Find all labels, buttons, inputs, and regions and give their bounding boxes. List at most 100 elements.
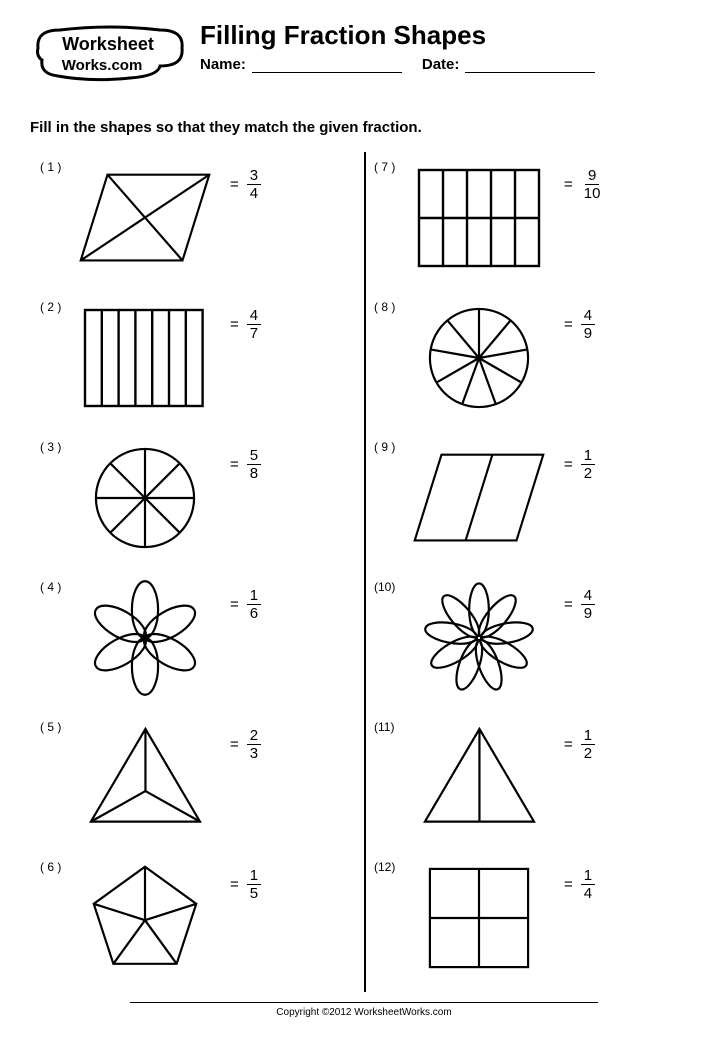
- fraction: 49: [581, 308, 595, 341]
- shape-square4: [404, 858, 554, 978]
- fraction-equation: = 49: [564, 578, 595, 621]
- fraction: 16: [247, 588, 261, 621]
- instructions: Fill in the shapes so that they match th…: [30, 119, 698, 136]
- date-blank[interactable]: [465, 55, 595, 73]
- shape-circle8: [70, 438, 220, 558]
- logo: Worksheet Works.com: [30, 20, 190, 105]
- problem: ( 6 ) =15: [30, 852, 364, 992]
- problem-number: (11): [374, 718, 404, 734]
- problem: (12)=14: [364, 852, 698, 992]
- right-column: ( 7 )=910( 8 )=49( 9 )=12(10)=49(11)=12(…: [364, 152, 698, 992]
- shape-circle9: [404, 298, 554, 418]
- worksheet-page: Worksheet Works.com Filling Fraction Sha…: [0, 0, 728, 1038]
- header: Worksheet Works.com Filling Fraction Sha…: [30, 20, 698, 105]
- denominator: 10: [581, 185, 604, 201]
- problem-number: ( 7 ): [374, 158, 404, 174]
- fraction-equation: = 12: [564, 438, 595, 481]
- shape-rect7: [70, 298, 220, 418]
- problems-grid: ( 1 )=34( 2 )=47( 3 )=58( 4 )=16( 5 )=23…: [30, 152, 698, 992]
- problem: (11) = 12: [364, 712, 698, 852]
- problem: ( 7 ) = 910: [364, 152, 698, 292]
- fraction: 34: [247, 168, 261, 201]
- shape-flower9: [404, 578, 554, 698]
- fraction-equation: = 12: [564, 718, 595, 761]
- fraction-equation: = 23: [230, 718, 261, 761]
- date-label: Date:: [422, 56, 460, 73]
- shape-rhombus4: [70, 158, 220, 278]
- problem-number: ( 8 ): [374, 298, 404, 314]
- fraction: 910: [581, 168, 604, 201]
- denominator: 3: [247, 745, 261, 761]
- numerator: 1: [581, 728, 595, 745]
- page-title: Filling Fraction Shapes: [200, 20, 698, 51]
- fraction-equation: =49: [564, 298, 595, 341]
- name-date-row: Name: Date:: [200, 55, 698, 73]
- fraction: 58: [247, 448, 261, 481]
- fraction: 47: [247, 308, 261, 341]
- denominator: 6: [247, 605, 261, 621]
- fraction-equation: = 34: [230, 158, 261, 201]
- fraction: 49: [581, 588, 595, 621]
- numerator: 4: [581, 308, 595, 325]
- problem-number: ( 2 ): [40, 298, 70, 314]
- equals-sign: =: [230, 876, 239, 893]
- problem: ( 5 ) = 23: [30, 712, 364, 852]
- numerator: 4: [247, 308, 261, 325]
- shape-tri3: [70, 718, 220, 838]
- logo-text-top: Worksheet: [62, 34, 154, 54]
- footer-copyright: Copyright ©2012 WorksheetWorks.com: [130, 1002, 598, 1018]
- fraction-equation: = 58: [230, 438, 261, 481]
- problem-number: ( 4 ): [40, 578, 70, 594]
- name-blank[interactable]: [252, 55, 402, 73]
- numerator: 1: [247, 588, 261, 605]
- equals-sign: =: [230, 456, 239, 473]
- left-column: ( 1 )=34( 2 )=47( 3 )=58( 4 )=16( 5 )=23…: [30, 152, 364, 992]
- problem-number: ( 5 ): [40, 718, 70, 734]
- name-label: Name:: [200, 56, 246, 73]
- denominator: 9: [581, 605, 595, 621]
- problem: ( 8 ) =49: [364, 292, 698, 432]
- fraction-equation: = 16: [230, 578, 261, 621]
- name-field: Name:: [200, 55, 402, 73]
- problem: ( 1 )=34: [30, 152, 364, 292]
- equals-sign: =: [564, 456, 573, 473]
- shape-pent5: [70, 858, 220, 978]
- numerator: 3: [247, 168, 261, 185]
- numerator: 5: [247, 448, 261, 465]
- equals-sign: =: [564, 596, 573, 613]
- logo-text-bottom: Works.com: [62, 57, 143, 74]
- problem: ( 3 )=58: [30, 432, 364, 572]
- problem-number: ( 6 ): [40, 858, 70, 874]
- problem-number: (10): [374, 578, 404, 594]
- title-area: Filling Fraction Shapes Name: Date:: [200, 20, 698, 73]
- problem: ( 4 ) = 16: [30, 572, 364, 712]
- equals-sign: =: [564, 736, 573, 753]
- numerator: 1: [581, 868, 595, 885]
- equals-sign: =: [230, 176, 239, 193]
- fraction-equation: = 910: [564, 158, 603, 201]
- shape-para2: [404, 438, 554, 558]
- equals-sign: =: [230, 736, 239, 753]
- equals-sign: =: [564, 176, 573, 193]
- denominator: 7: [247, 325, 261, 341]
- denominator: 5: [247, 885, 261, 901]
- equals-sign: =: [564, 876, 573, 893]
- fraction-equation: =15: [230, 858, 261, 901]
- fraction: 12: [581, 728, 595, 761]
- date-field: Date:: [422, 55, 596, 73]
- numerator: 4: [581, 588, 595, 605]
- shape-tri2: [404, 718, 554, 838]
- fraction: 14: [581, 868, 595, 901]
- shape-flower6: [70, 578, 220, 698]
- fraction: 12: [581, 448, 595, 481]
- denominator: 4: [247, 185, 261, 201]
- numerator: 2: [247, 728, 261, 745]
- problem-number: ( 9 ): [374, 438, 404, 454]
- numerator: 9: [585, 168, 599, 185]
- problem: (10) = 49: [364, 572, 698, 712]
- denominator: 8: [247, 465, 261, 481]
- problem: ( 9 ) = 12: [364, 432, 698, 572]
- numerator: 1: [581, 448, 595, 465]
- fraction: 23: [247, 728, 261, 761]
- equals-sign: =: [230, 596, 239, 613]
